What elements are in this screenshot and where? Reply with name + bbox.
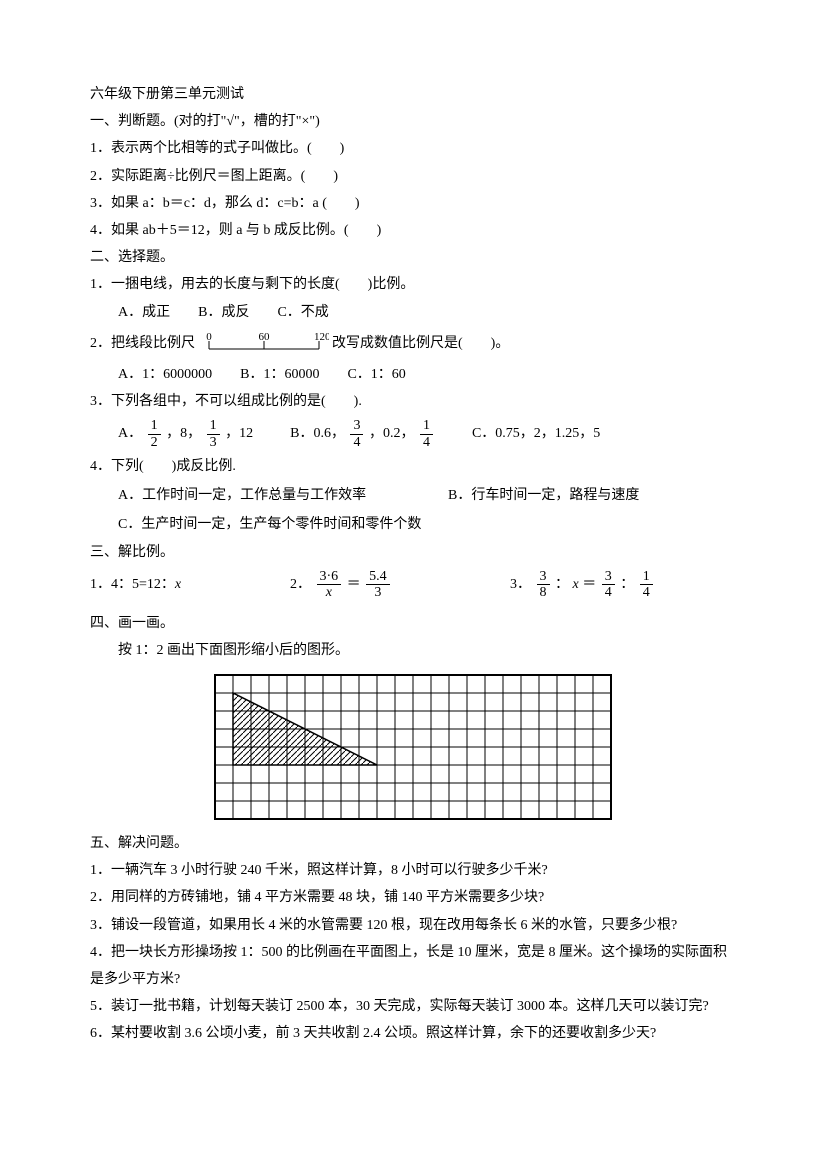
- sec2-q4-a: A．工作时间一定，工作总量与工作效率: [90, 483, 448, 508]
- numerator: 3·6: [317, 569, 342, 585]
- var-x: x: [573, 577, 579, 592]
- grid-figure: [213, 673, 613, 821]
- sec2-q3-opts: A． 12 ，8， 13 ，12 B．0.6， 34 ，0.2， 14 C．0.…: [90, 418, 736, 450]
- sec2-q2-pre: 2．把线段比例尺: [90, 336, 195, 351]
- var-x: x: [175, 577, 181, 592]
- sec2-q4: 4．下列( )成反比例.: [90, 454, 736, 479]
- sec1-q3: 3．如果 a：b＝c：d，那么 d：c=b：a ( ): [90, 191, 736, 216]
- numerator: 5.4: [366, 569, 390, 585]
- denominator: 8: [537, 585, 550, 600]
- fraction: 12: [148, 418, 161, 450]
- fraction: 14: [420, 418, 433, 450]
- text: 3．: [510, 577, 531, 592]
- scale-ruler-icon: 0 60 120km: [199, 331, 329, 355]
- sec2-q3: 3．下列各组中，不可以组成比例的是( ).: [90, 389, 736, 414]
- denominator: 4: [640, 585, 653, 600]
- opt-c-label: C．0.75，2，1.25，5: [472, 426, 600, 441]
- text: 1．4：5=12：: [90, 577, 175, 592]
- fraction: 34: [350, 418, 363, 450]
- fraction: 3 8: [537, 569, 550, 601]
- sec3-heading: 三、解比例。: [90, 540, 736, 565]
- sec4-heading: 四、画一画。: [90, 611, 736, 636]
- sec5-q2: 2．用同样的方砖铺地，铺 4 平方米需要 48 块，铺 140 平方米需要多少块…: [90, 885, 736, 910]
- colon: ：: [620, 577, 634, 592]
- fraction: 1 4: [640, 569, 653, 601]
- sec5-q6: 6．某村要收割 3.6 公顷小麦，前 3 天共收割 2.4 公顷。照这样计算，余…: [90, 1021, 736, 1046]
- sec2-q1: 1．一捆电线，用去的长度与剩下的长度( )比例。: [90, 272, 736, 297]
- sec2-q1-opts: A．成正 B．成反 C．不成: [90, 300, 736, 325]
- numerator: 3: [602, 569, 615, 585]
- fraction: 5.4 3: [366, 569, 390, 601]
- numerator: 3: [537, 569, 550, 585]
- text: ，8，: [166, 426, 201, 441]
- fraction: 13: [207, 418, 220, 450]
- sec5-q4a: 4．把一块长方形操场按 1：500 的比例画在平面图上，长是 10 厘米，宽是 …: [90, 940, 736, 965]
- sec3-q1: 1．4：5=12：x: [90, 572, 290, 597]
- sec2-heading: 二、选择题。: [90, 245, 736, 270]
- sec1-q2: 2．实际距离÷比例尺＝图上距离。( ): [90, 164, 736, 189]
- sec5-q5: 5．装订一批书籍，计划每天装订 2500 本，30 天完成，实际每天装订 300…: [90, 994, 736, 1019]
- page-title: 六年级下册第三单元测试: [90, 82, 736, 107]
- svg-text:120km: 120km: [314, 331, 329, 343]
- svg-text:0: 0: [206, 331, 212, 343]
- sec5-q3: 3．铺设一段管道，如果用长 4 米的水管需要 120 根，现在改用每条长 6 米…: [90, 913, 736, 938]
- text: ，0.2，: [369, 426, 415, 441]
- sec2-q4-c: C．生产时间一定，生产每个零件时间和零件个数: [90, 512, 736, 537]
- sec1-q4: 4．如果 ab＋5＝12，则 a 与 b 成反比例。( ): [90, 218, 736, 243]
- numerator: 1: [640, 569, 653, 585]
- denominator: 4: [602, 585, 615, 600]
- equals: ＝: [582, 577, 596, 592]
- svg-text:60: 60: [258, 331, 270, 343]
- opt-b-label: B．0.6，: [290, 426, 345, 441]
- fraction: 3 4: [602, 569, 615, 601]
- sec2-q2: 2．把线段比例尺 0 60 120km 改写成数值比例尺是( )。: [90, 331, 736, 356]
- sec5-q4b: 是多少平方米?: [90, 967, 736, 992]
- sec4-instr: 按 1：2 画出下面图形缩小后的图形。: [90, 638, 736, 663]
- sec2-q2-post: 改写成数值比例尺是( )。: [332, 336, 509, 351]
- fraction: 3·6 x: [317, 569, 342, 601]
- text: ，12: [225, 426, 253, 441]
- denominator: 3: [366, 585, 390, 600]
- sec1-heading: 一、判断题。(对的打"√"，槽的打"×"): [90, 109, 736, 134]
- sec3-q3: 3． 3 8 ： x ＝ 3 4 ： 1 4: [510, 569, 655, 601]
- denominator: x: [317, 585, 342, 600]
- opt-a-label: A．: [118, 426, 142, 441]
- sec1-q1: 1．表示两个比相等的式子叫做比。( ): [90, 136, 736, 161]
- sec5-q1: 1．一辆汽车 3 小时行驶 240 千米，照这样计算，8 小时可以行驶多少千米?: [90, 858, 736, 883]
- text: 2．: [290, 577, 311, 592]
- sec5-heading: 五、解决问题。: [90, 831, 736, 856]
- equals: ＝: [347, 577, 361, 592]
- sec3-q2: 2． 3·6 x ＝ 5.4 3: [290, 569, 510, 601]
- sec2-q4-b: B．行车时间一定，路程与速度: [448, 483, 639, 508]
- sec2-q2-opts: A．1：6000000 B．1：60000 C．1：60: [90, 362, 736, 387]
- colon: ：: [555, 577, 569, 592]
